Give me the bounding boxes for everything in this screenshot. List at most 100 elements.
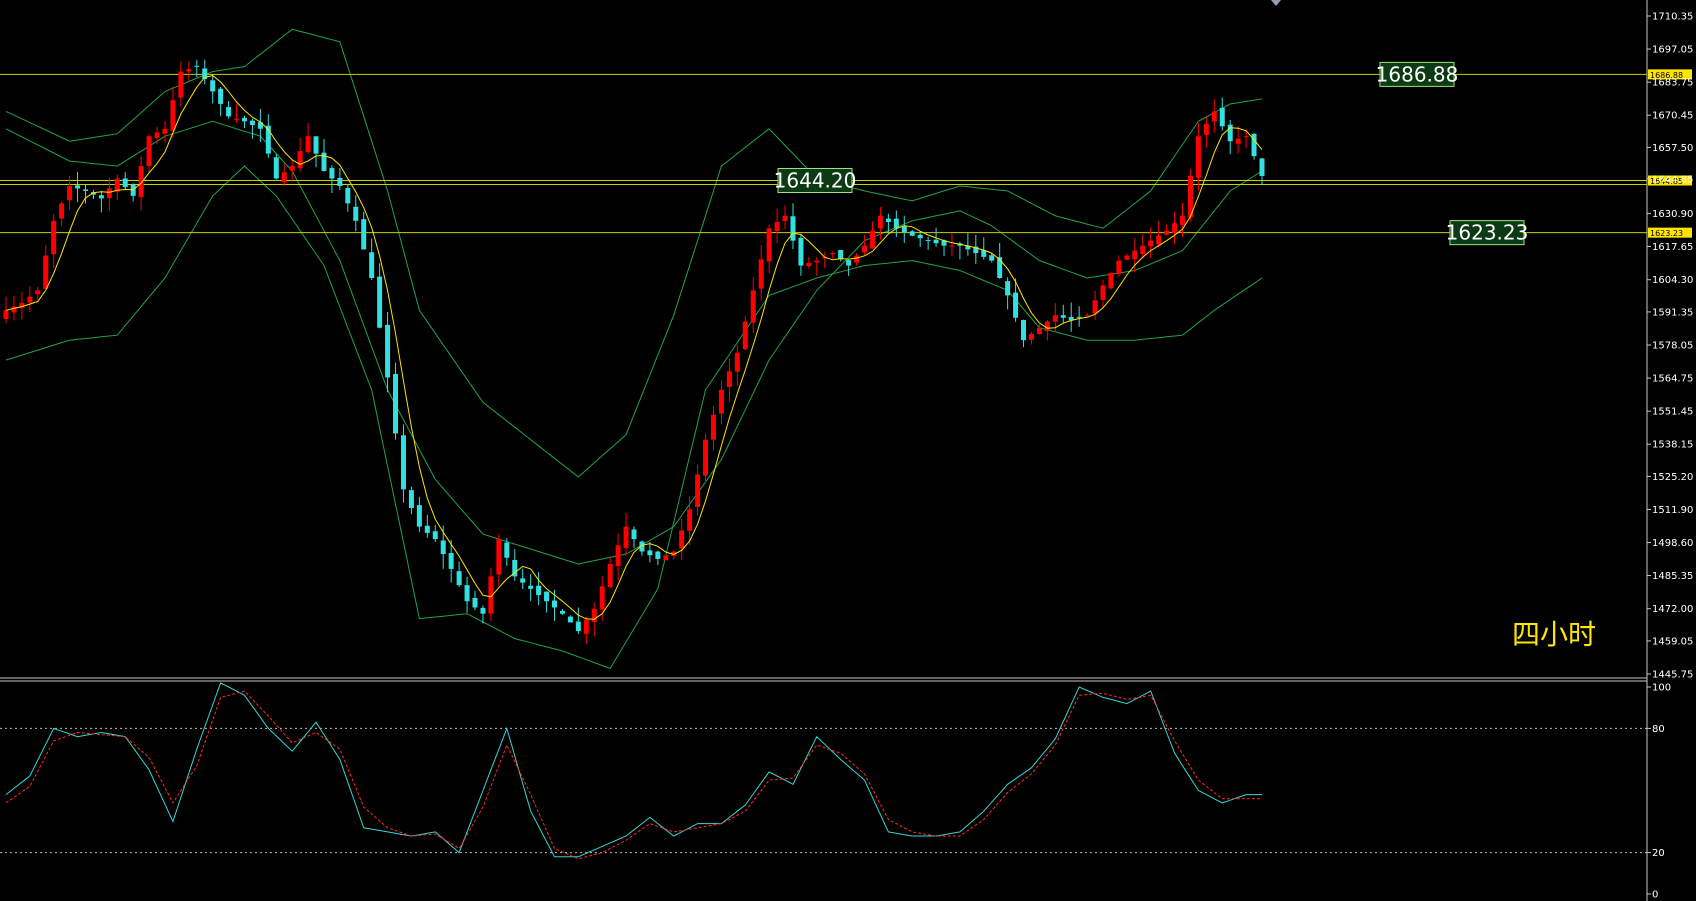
hline-value-text: 1686.88 bbox=[1376, 62, 1459, 86]
candle-body bbox=[337, 178, 343, 186]
candle-body bbox=[718, 389, 724, 414]
scroll-marker-icon[interactable] bbox=[1271, 0, 1281, 6]
candle-body bbox=[893, 218, 899, 229]
candle-body bbox=[520, 578, 526, 583]
candle-body bbox=[1243, 136, 1249, 138]
axis-price-tag: 1623.23 bbox=[1648, 227, 1692, 238]
chart-frame bbox=[0, 0, 1648, 901]
candle-body bbox=[67, 185, 73, 201]
hline-value-text: 1644.20 bbox=[774, 169, 857, 193]
candle-body bbox=[862, 245, 868, 253]
candle-body bbox=[552, 600, 558, 608]
candle-body bbox=[27, 296, 33, 303]
candle-body bbox=[528, 585, 534, 589]
bollinger-upper-band bbox=[5, 28, 1263, 478]
candle-body bbox=[965, 245, 971, 250]
candle-body bbox=[512, 559, 518, 577]
candle-body bbox=[1013, 292, 1019, 318]
candle-body bbox=[782, 215, 788, 222]
candle-body bbox=[305, 136, 311, 153]
candle-body bbox=[925, 240, 931, 242]
hline-value-text: 1623.23 bbox=[1446, 221, 1529, 245]
price-tick-label: 1445.75 bbox=[1652, 670, 1693, 681]
bollinger-bands bbox=[5, 28, 1263, 670]
candle-body bbox=[997, 257, 1003, 278]
candle-body bbox=[679, 530, 685, 549]
candle-body bbox=[1124, 255, 1130, 260]
price-tick-label: 1511.90 bbox=[1652, 505, 1693, 516]
candle-body bbox=[464, 585, 470, 602]
candle-body bbox=[909, 231, 915, 236]
candle-body bbox=[1187, 176, 1193, 218]
moving-average-line bbox=[5, 75, 1263, 620]
candle-body bbox=[186, 69, 192, 72]
candle-body bbox=[178, 71, 184, 98]
candle-body bbox=[623, 526, 629, 548]
price-axis: 1686.88 1644.85 1623.23 1710.35 1697.05 1683.… bbox=[1647, 12, 1693, 681]
candle-body bbox=[170, 100, 176, 131]
hline-labels: 1686.88 1644.20 1623.23 bbox=[774, 61, 1529, 246]
candle-body bbox=[218, 88, 224, 104]
candle-body bbox=[3, 310, 9, 320]
candle-body bbox=[1005, 281, 1011, 296]
candle-body bbox=[885, 218, 891, 223]
candle-body bbox=[59, 203, 65, 219]
candle-body bbox=[472, 597, 478, 608]
candle-body bbox=[1116, 260, 1122, 275]
candle-body bbox=[567, 616, 573, 623]
price-tick-label: 1564.75 bbox=[1652, 374, 1693, 385]
candle-body bbox=[82, 189, 88, 191]
candle-body bbox=[766, 228, 772, 262]
candle-body bbox=[504, 542, 510, 558]
candle-body bbox=[583, 619, 589, 634]
candle-body bbox=[1259, 158, 1265, 177]
candle-body bbox=[440, 540, 446, 555]
candle-body bbox=[1235, 138, 1241, 144]
candle-body bbox=[416, 505, 422, 527]
candle-body bbox=[194, 65, 200, 67]
candle-body bbox=[838, 249, 844, 260]
candle-body bbox=[655, 551, 661, 559]
candle-body bbox=[758, 259, 764, 289]
candle-body bbox=[257, 122, 263, 129]
candle-body bbox=[329, 168, 335, 179]
candle-body bbox=[448, 553, 454, 569]
candle-body bbox=[1219, 107, 1225, 127]
candle-body bbox=[710, 414, 716, 440]
price-tick-label: 1551.45 bbox=[1652, 407, 1693, 418]
candle-body bbox=[1092, 300, 1098, 314]
candle-body bbox=[615, 545, 621, 566]
candle-body bbox=[1211, 111, 1217, 122]
candle-body bbox=[536, 585, 542, 596]
candle-body bbox=[1132, 250, 1138, 260]
candle-body bbox=[289, 166, 295, 171]
candle-body bbox=[1140, 245, 1146, 255]
oscillator-axis: 100 80 20 0 bbox=[1647, 683, 1671, 901]
price-tick-label: 1485.35 bbox=[1652, 571, 1693, 582]
candle-body bbox=[281, 172, 287, 183]
candle-body bbox=[989, 255, 995, 261]
price-tick-label: 1617.65 bbox=[1652, 242, 1693, 253]
candle-body bbox=[19, 302, 25, 308]
candle-body bbox=[846, 260, 852, 266]
bollinger-lower-band bbox=[5, 165, 1263, 670]
candle-body bbox=[345, 188, 351, 204]
candle-body bbox=[1021, 320, 1027, 341]
candle-body bbox=[98, 195, 104, 199]
candle-body bbox=[226, 107, 232, 117]
candle-body bbox=[742, 321, 748, 350]
bollinger-middle-band bbox=[5, 120, 1263, 565]
candle-body bbox=[106, 188, 112, 198]
candle-body bbox=[377, 276, 383, 328]
candle-body bbox=[647, 550, 653, 556]
candle-body bbox=[941, 240, 947, 246]
candle-body bbox=[933, 239, 939, 244]
candle-body bbox=[631, 529, 637, 540]
candle-body bbox=[854, 255, 860, 263]
candle-body bbox=[162, 128, 168, 134]
candle-body bbox=[353, 206, 359, 221]
candle-body bbox=[90, 192, 96, 195]
candle-body bbox=[790, 216, 796, 241]
candle-body bbox=[385, 324, 391, 378]
